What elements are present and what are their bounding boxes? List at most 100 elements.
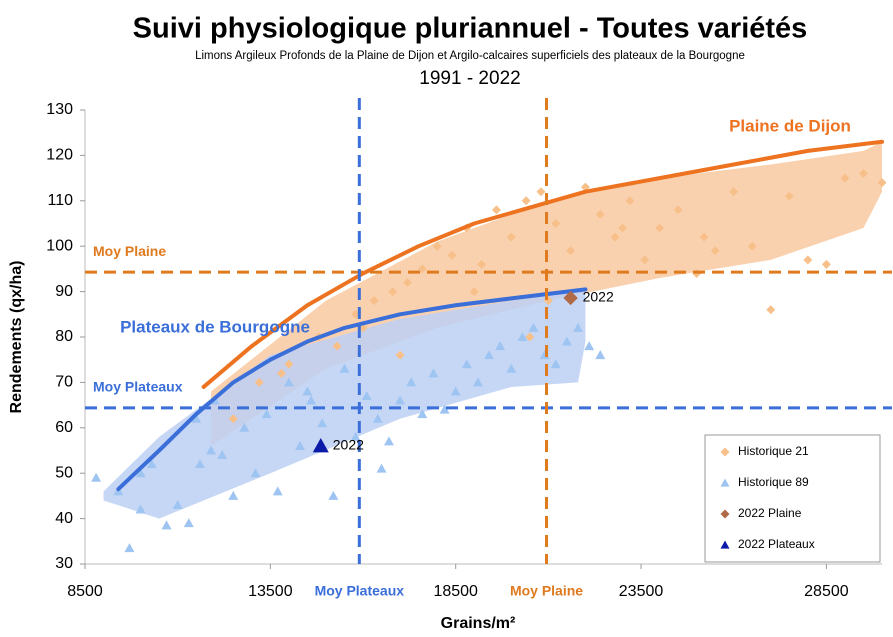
data-point [566, 246, 576, 256]
data-point [821, 259, 831, 269]
legend-marker [720, 509, 730, 519]
data-point [302, 386, 313, 396]
data-point [295, 440, 306, 450]
data-point [640, 255, 650, 265]
band [103, 289, 586, 519]
trend-curve [116, 287, 588, 492]
legend-marker [720, 540, 730, 549]
data-point [191, 413, 202, 423]
data-point [803, 255, 813, 265]
data-point [495, 341, 506, 351]
data-point [491, 205, 501, 215]
data-point [525, 332, 535, 342]
point-label: 2022 [583, 289, 614, 305]
data-point [517, 332, 528, 341]
data-point [521, 196, 531, 206]
y-tick-label: 90 [55, 283, 73, 300]
curve-label: Plateaux de Bourgogne [120, 317, 310, 336]
y-tick-label: 70 [55, 374, 73, 391]
point-label: 2022 [333, 437, 364, 453]
data-point [284, 359, 294, 369]
data-point [618, 223, 628, 233]
data-point [877, 178, 887, 188]
data-point [312, 437, 329, 453]
data-point [183, 518, 194, 528]
data-point [563, 290, 578, 306]
data-point [699, 232, 709, 242]
data-point [673, 205, 683, 215]
legend-label: Historique 89 [738, 475, 809, 489]
y-tick-label: 40 [55, 510, 73, 527]
data-point [417, 409, 428, 419]
data-point [350, 431, 361, 441]
data-point [228, 490, 239, 500]
y-tick-label: 60 [55, 419, 73, 436]
y-tick-label: 100 [46, 237, 73, 254]
y-tick-label: 80 [55, 328, 73, 345]
data-point [283, 377, 294, 387]
data-point [272, 486, 283, 496]
data-point [395, 395, 406, 405]
x-tick-label: 18500 [433, 583, 478, 600]
y-axis-title: Rendements (qx/ha) [8, 261, 25, 414]
data-point [91, 472, 102, 482]
data-point [217, 450, 228, 460]
data-point [306, 395, 317, 405]
data-point [372, 413, 383, 423]
x-tick-label: 13500 [248, 583, 293, 600]
x-axis-title: Grains/m² [441, 615, 516, 632]
data-point [439, 404, 450, 414]
legend-marker [720, 478, 730, 487]
data-point [172, 499, 183, 509]
data-point [625, 196, 635, 206]
reference-label: Moy Plaine [510, 583, 583, 599]
data-point [784, 191, 794, 201]
data-point [595, 209, 605, 219]
data-point [477, 259, 487, 269]
legend-box [704, 434, 881, 563]
data-point [406, 377, 417, 387]
chart-title: Suivi physiologique pluriannuel - Toutes… [133, 13, 808, 45]
data-point [124, 543, 135, 553]
data-point [135, 468, 146, 478]
data-point [161, 520, 172, 530]
y-tick-label: 130 [46, 101, 73, 118]
data-point [551, 219, 561, 228]
reference-label: Moy Plateaux [93, 379, 183, 395]
reference-label: Moy Plaine [93, 243, 166, 259]
data-point [417, 264, 427, 274]
data-point [228, 414, 238, 424]
legend-label: 2022 Plateaux [738, 537, 815, 551]
x-tick-label: 8500 [67, 583, 103, 600]
period: 1991 - 2022 [419, 68, 520, 89]
data-point [369, 296, 379, 306]
data-point [447, 250, 457, 260]
data-point [595, 350, 606, 360]
data-point [254, 377, 264, 387]
data-point [840, 173, 850, 183]
data-point [747, 241, 757, 251]
data-point [239, 422, 250, 432]
data-point [328, 490, 339, 500]
data-point [450, 386, 461, 396]
data-point [432, 241, 442, 251]
data-point [250, 468, 261, 478]
data-point [472, 377, 483, 387]
curve-label: Plaine de Dijon [729, 116, 851, 135]
x-tick-label: 28500 [804, 583, 849, 600]
data-point [276, 368, 286, 378]
legend-label: 2022 Plaine [738, 506, 802, 520]
data-point [206, 445, 217, 455]
data-point [403, 278, 413, 288]
data-point [710, 246, 720, 256]
y-tick-label: 110 [47, 192, 73, 209]
data-point [550, 359, 561, 369]
data-point [655, 223, 665, 233]
data-point [729, 187, 739, 197]
data-point [469, 287, 479, 297]
legend-marker [720, 447, 730, 457]
data-point [317, 418, 328, 428]
data-point [484, 350, 495, 360]
data-point [506, 363, 517, 373]
